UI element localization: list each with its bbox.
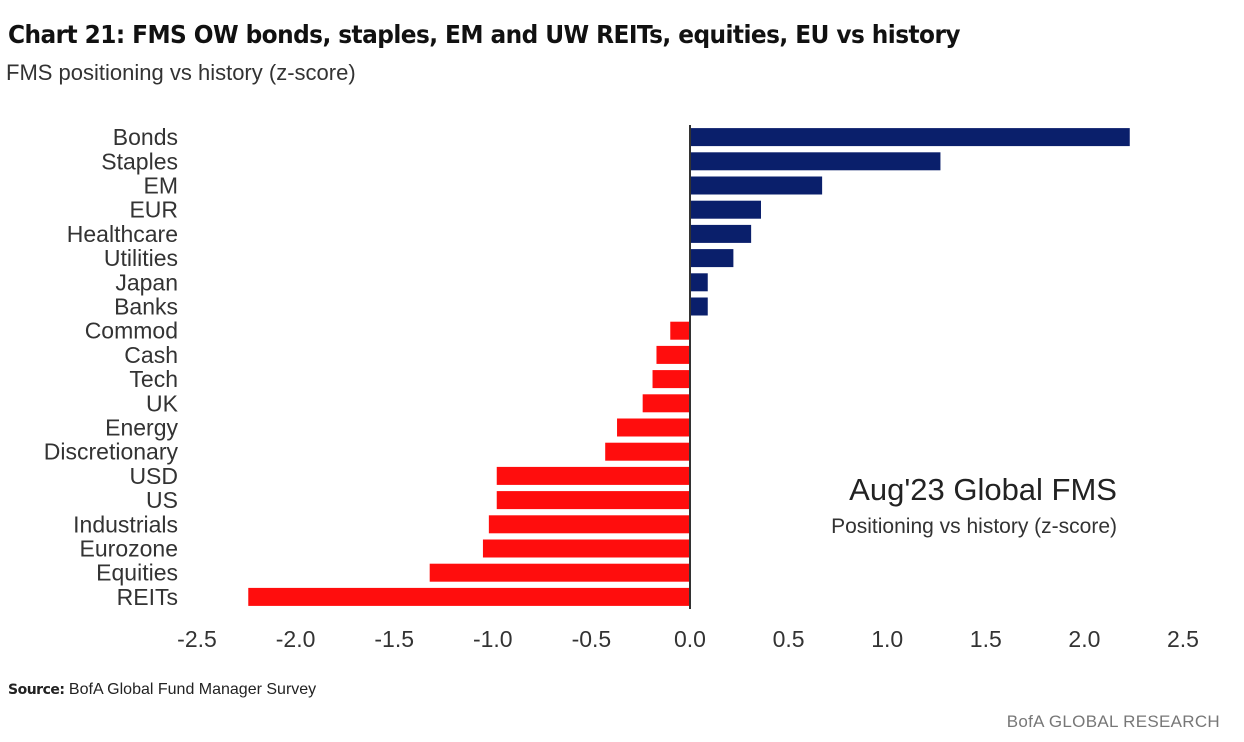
bar-energy (617, 418, 690, 437)
category-label: Healthcare (67, 221, 178, 247)
x-tick-label: 0.0 (674, 626, 706, 652)
bar-utilities (690, 249, 734, 268)
x-tick-label: -2.5 (177, 626, 217, 652)
category-label: US (146, 487, 178, 513)
chart-subtitle: FMS positioning vs history (z-score) (6, 60, 356, 85)
source-text: BofA Global Fund Manager Survey (68, 681, 317, 698)
category-label: REITs (117, 584, 178, 610)
category-label: Tech (129, 366, 178, 392)
bar-eurozone (482, 539, 690, 558)
bar-em (690, 176, 823, 195)
category-label: Banks (114, 294, 178, 320)
x-tick-label: 1.5 (970, 626, 1002, 652)
category-label: Discretionary (44, 439, 179, 465)
x-tick-label: -2.0 (276, 626, 316, 652)
bar-reits (248, 587, 690, 606)
x-tick-label: 2.0 (1068, 626, 1100, 652)
category-label: Japan (115, 269, 178, 295)
x-tick-label: -1.5 (374, 626, 414, 652)
category-label: Equities (96, 560, 178, 586)
x-tick-label: 1.0 (871, 626, 903, 652)
bar-cash (656, 345, 690, 364)
bar-industrials (488, 515, 690, 534)
brand-footer: BofA GLOBAL RESEARCH (1006, 712, 1220, 731)
category-label: Eurozone (80, 536, 178, 562)
source-note: Source: BofA Global Fund Manager Survey (8, 681, 316, 699)
bar-usd (496, 466, 690, 485)
bar-healthcare (690, 224, 752, 243)
bar-staples (690, 152, 941, 171)
annotation-title: Aug'23 Global FMS (849, 472, 1117, 507)
category-label: Energy (105, 415, 178, 441)
bar-commod (670, 321, 690, 340)
category-label: Commod (85, 318, 178, 344)
bar-bonds (690, 128, 1130, 147)
category-label: EUR (129, 197, 178, 223)
x-tick-label: -0.5 (572, 626, 612, 652)
bar-tech (652, 370, 690, 389)
bar-japan (690, 273, 708, 292)
category-label: Staples (101, 148, 178, 174)
category-label: Utilities (104, 245, 178, 271)
bar-banks (690, 297, 708, 316)
bar-uk (642, 394, 690, 413)
x-tick-label: 2.5 (1167, 626, 1199, 652)
source-label: Source: (8, 682, 65, 698)
bar-eur (690, 200, 761, 219)
category-label: Industrials (73, 511, 178, 537)
bar-discretionary (605, 442, 690, 461)
category-label: EM (144, 173, 179, 199)
category-label: Bonds (113, 124, 178, 150)
category-label: USD (129, 463, 178, 489)
bar-equities (429, 563, 690, 582)
category-label: UK (146, 390, 179, 416)
bar-us (496, 491, 690, 510)
annotation-subtitle: Positioning vs history (z-score) (831, 515, 1117, 538)
x-tick-label: 0.5 (773, 626, 805, 652)
x-tick-label: -1.0 (473, 626, 513, 652)
chart-title: Chart 21: FMS OW bonds, staples, EM and … (8, 20, 961, 49)
category-label: Cash (124, 342, 178, 368)
